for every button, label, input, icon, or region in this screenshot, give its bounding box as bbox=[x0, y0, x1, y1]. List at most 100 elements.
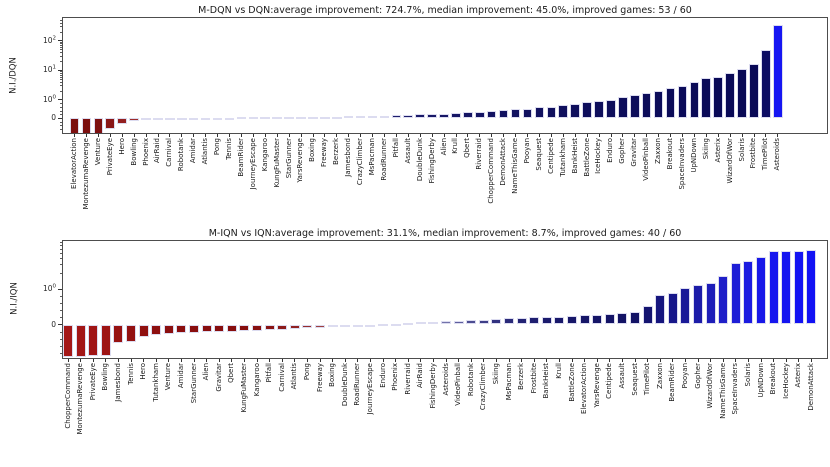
x-tick bbox=[97, 134, 99, 137]
bar-Skiing bbox=[491, 319, 502, 325]
x-tick bbox=[205, 134, 207, 137]
x-tick bbox=[467, 134, 469, 137]
x-tick-label-ElevatorAction: ElevatorAction bbox=[70, 138, 78, 189]
x-tick bbox=[773, 359, 774, 362]
y-minor-tick bbox=[60, 52, 62, 54]
bar-Gopher bbox=[618, 97, 628, 118]
x-tick bbox=[760, 359, 762, 362]
x-tick-label-Phoenix: Phoenix bbox=[141, 138, 150, 166]
x-tick-label-Atlantis: Atlantis bbox=[201, 138, 210, 165]
x-tick bbox=[143, 359, 144, 362]
x-tick-label-CrazyClimber: CrazyClimber bbox=[356, 138, 365, 186]
x-tick bbox=[269, 359, 270, 362]
bar-Pitfall bbox=[264, 324, 275, 331]
y-tick bbox=[58, 117, 62, 119]
x-tick-label-StarGunner: StarGunner bbox=[189, 363, 198, 404]
x-tick-label-WizardOfWor: WizardOfWor bbox=[706, 363, 715, 409]
x-tick bbox=[312, 134, 314, 137]
bar-Asteroids bbox=[772, 25, 783, 118]
x-tick-label-AirRaid: AirRaid bbox=[153, 138, 162, 163]
bar-DemonAttack bbox=[498, 110, 509, 118]
x-tick bbox=[336, 134, 338, 137]
x-tick-label-KungFuMaster: KungFuMaster bbox=[272, 138, 281, 188]
x-tick-label-Pong: Pong bbox=[302, 363, 311, 381]
x-tick-label-StarGunner: StarGunner bbox=[284, 138, 293, 179]
x-tick-label-Pooyan: Pooyan bbox=[680, 363, 689, 389]
y-tick bbox=[58, 288, 62, 290]
bar-AirRaid bbox=[415, 322, 426, 325]
x-tick-label-BattleZone: BattleZone bbox=[582, 138, 591, 177]
bar-IceHockey bbox=[594, 100, 604, 118]
x-tick bbox=[574, 134, 576, 137]
bar-Enduro bbox=[606, 99, 616, 118]
x-tick bbox=[300, 134, 302, 137]
x-tick bbox=[586, 134, 588, 137]
x-tick-label-Asterix: Asterix bbox=[794, 363, 803, 388]
bar-BankHeist bbox=[570, 103, 580, 118]
x-tick-label-Phoenix: Phoenix bbox=[391, 363, 400, 391]
x-tick-label-ChopperCommand: ChopperCommand bbox=[63, 363, 72, 429]
x-tick bbox=[294, 359, 296, 362]
bar-Kangaroo bbox=[260, 117, 270, 120]
x-tick-label-FishingDerby: FishingDerby bbox=[428, 363, 437, 409]
x-tick bbox=[533, 359, 535, 362]
bar-Krull bbox=[451, 112, 461, 118]
bar-Jamesbond bbox=[343, 116, 354, 119]
bar-Assault bbox=[403, 115, 414, 118]
y-minor-tick bbox=[60, 331, 62, 333]
y-tick-label: 100 bbox=[42, 283, 56, 293]
bar-Breakout bbox=[768, 250, 779, 325]
bar-VideoPinball bbox=[641, 93, 652, 118]
y-tick bbox=[58, 69, 62, 71]
bar-Krull bbox=[554, 316, 565, 325]
x-tick bbox=[229, 134, 230, 137]
x-tick bbox=[672, 359, 674, 362]
bar-VideoPinball bbox=[453, 320, 464, 325]
x-tick bbox=[697, 359, 699, 362]
x-tick bbox=[722, 359, 724, 362]
bar-Centipede bbox=[604, 313, 615, 325]
x-tick bbox=[157, 134, 159, 137]
x-tick-label-Atlantis: Atlantis bbox=[290, 363, 299, 390]
x-tick-label-Asteroids: Asteroids bbox=[773, 138, 782, 171]
x-tick bbox=[420, 359, 422, 362]
bar-FishingDerby bbox=[428, 321, 439, 325]
x-tick-label-Boxing: Boxing bbox=[308, 138, 317, 162]
x-tick bbox=[609, 359, 611, 362]
x-tick bbox=[231, 359, 233, 362]
x-tick-label-Gopher: Gopher bbox=[693, 363, 702, 389]
x-tick-label-Kangaroo: Kangaroo bbox=[260, 138, 269, 172]
x-tick bbox=[217, 134, 218, 137]
x-tick-label-Venture: Venture bbox=[164, 363, 173, 391]
x-tick-label-Bowling: Bowling bbox=[101, 363, 110, 391]
bar-Centipede bbox=[546, 106, 557, 118]
x-tick bbox=[348, 134, 350, 137]
bar-RoadRunner bbox=[352, 324, 363, 327]
x-tick bbox=[571, 359, 573, 362]
y-axis-label-mdqn: N.I./DQN bbox=[8, 57, 19, 94]
x-tick-label-Bowling: Bowling bbox=[129, 138, 138, 166]
x-tick-label-Breakout: Breakout bbox=[666, 138, 674, 170]
bar-StarGunner bbox=[188, 324, 200, 333]
x-tick-label-Gravitar: Gravitar bbox=[630, 138, 639, 167]
chart-title-mdqn: M-DQN vs DQN:average improvement: 724.7%… bbox=[198, 5, 692, 16]
bar-TimePilot bbox=[761, 49, 771, 118]
bar-YarsRevenge bbox=[296, 116, 306, 119]
x-tick bbox=[741, 134, 743, 137]
bar-Atlantis bbox=[200, 117, 211, 120]
bar-DoubleDunk bbox=[340, 324, 351, 327]
bar-JourneyEscape bbox=[248, 117, 259, 120]
x-tick bbox=[538, 134, 540, 137]
y-minor-tick bbox=[60, 41, 62, 43]
y-minor-tick bbox=[60, 78, 62, 80]
x-tick-label-Centipede: Centipede bbox=[605, 363, 614, 399]
bar-Frostbite bbox=[529, 317, 540, 325]
x-tick-label-ChopperCommand: ChopperCommand bbox=[487, 138, 496, 204]
x-tick-label-Alien: Alien bbox=[439, 138, 448, 156]
bar-Zaxxon bbox=[655, 295, 666, 325]
bar-JourneyEscape bbox=[365, 324, 376, 327]
x-tick bbox=[86, 134, 87, 137]
x-tick-label-NameThisGame: NameThisGame bbox=[511, 138, 520, 194]
bar-Boxing bbox=[308, 116, 318, 119]
